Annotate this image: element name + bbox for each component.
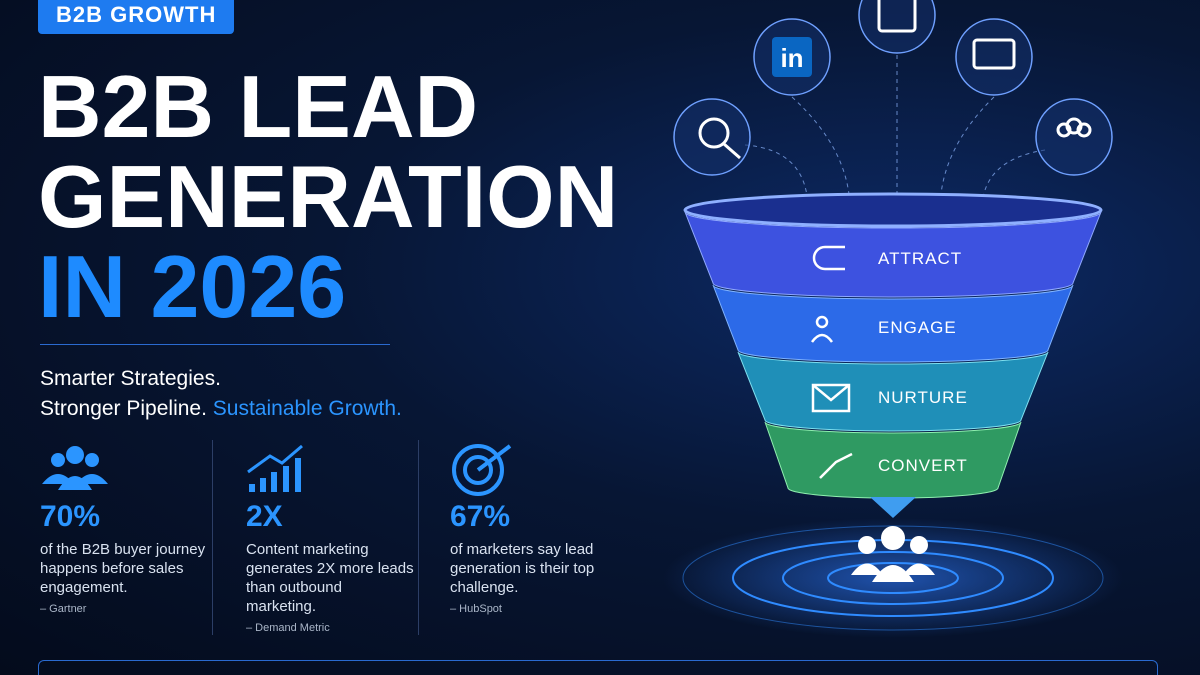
funnel-rim <box>683 192 1103 228</box>
bottom-panel <box>38 660 1158 675</box>
tagline: Smarter Strategies. Stronger Pipeline. S… <box>40 364 402 424</box>
channel-icons <box>673 0 1113 176</box>
stat-source: – Demand Metric <box>246 622 330 634</box>
title-line: GENERATION <box>38 147 619 246</box>
stage-label: CONVERT <box>878 456 968 475</box>
tagline-highlight: Sustainable Growth. <box>212 397 402 420</box>
stat-value: 70% <box>40 500 101 533</box>
stat-value: 2X <box>246 500 283 533</box>
stat-text: of the B2B buyer journey happens before … <box>40 541 206 596</box>
tagline-text: Stronger Pipeline. <box>40 397 207 420</box>
divider <box>40 344 390 345</box>
funnel-stage <box>712 284 1074 363</box>
title: B2B LEAD GENERATION IN 2026 <box>38 62 618 332</box>
title-line: B2B LEAD <box>38 57 479 156</box>
stat: 2X Content marketing generates 2X more l… <box>246 440 416 634</box>
icon-glyphs <box>698 0 1092 160</box>
badge: B2B GROWTH <box>38 0 235 34</box>
stage-icons <box>810 245 853 479</box>
stat-value: 67% <box>450 500 511 533</box>
stat-source: – Gartner <box>40 603 87 615</box>
tagline-line: Stronger Pipeline. Sustainable Growth. <box>40 394 402 424</box>
funnel-tip <box>870 497 916 518</box>
linkedin-label: in <box>780 43 803 73</box>
funnel-stage <box>764 421 1022 499</box>
stage-label: ENGAGE <box>878 318 957 337</box>
audience-icon <box>851 526 935 582</box>
separator <box>418 440 419 635</box>
funnel-stage <box>684 211 1102 298</box>
stage-label: NURTURE <box>878 388 968 407</box>
stat-text: of marketers say lead generation is thei… <box>450 541 595 596</box>
stat: 67% of marketers say lead generation is … <box>450 440 610 615</box>
stat: 70% of the B2B buyer journey happens bef… <box>40 440 210 615</box>
stage-label: ATTRACT <box>878 249 962 268</box>
tagline-line: Smarter Strategies. <box>40 367 221 390</box>
stat-text: Content marketing generates 2X more lead… <box>246 541 414 615</box>
title-line: IN 2026 <box>38 237 347 336</box>
separator <box>212 440 213 635</box>
linkedin-logo <box>772 37 812 77</box>
stat-source: – HubSpot <box>450 603 502 615</box>
